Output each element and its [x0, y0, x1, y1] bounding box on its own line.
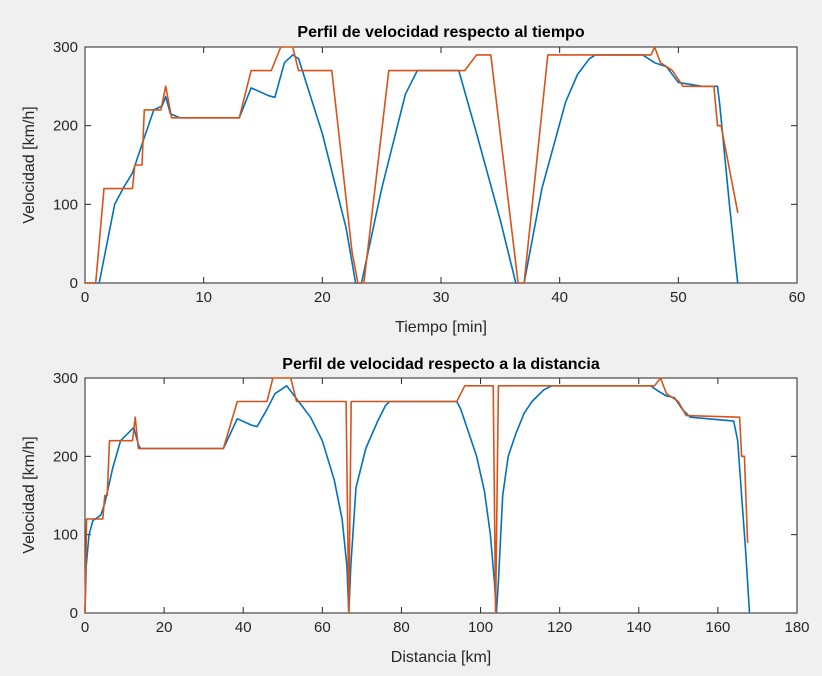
time-plot-ylabel: Velocidad [km/h]: [21, 106, 38, 223]
distance-plot-ticks: 0 20 40 60 80 100 120 140 160 180 0 100 200 300: [53, 370, 810, 636]
distance-plot-axes-box: [84, 377, 798, 614]
distance-plot-ytick-label: 300: [53, 370, 78, 387]
time-plot-xtick-label: 0: [81, 289, 89, 306]
time-plot-xlabel: Tiempo [min]: [395, 319, 487, 336]
time-plot-series-2-line: [84, 46, 739, 284]
distance-plot-ylabel: Velocidad [km/h]: [21, 436, 38, 553]
time-plot-ytick-label: 300: [53, 39, 78, 56]
distance-plot-series: [84, 377, 751, 614]
time-plot-xtick-label: 10: [195, 289, 212, 306]
distance-plot-xtick-label: 60: [314, 619, 331, 636]
distance-plot-xtick-label: 40: [235, 619, 252, 636]
time-plot-ytick-label: 0: [70, 275, 78, 292]
time-velocity-plot: Perfil de velocidad respecto al tiempo T…: [21, 24, 805, 336]
time-plot-xtick-label: 30: [433, 289, 450, 306]
distance-plot-ytick-label: 100: [53, 527, 78, 544]
time-plot-axes-box: [84, 46, 798, 284]
time-plot-ytick-label: 200: [53, 118, 78, 135]
time-plot-title: Perfil de velocidad respecto al tiempo: [297, 24, 584, 41]
distance-plot-ytick-label: 200: [53, 448, 78, 465]
distance-plot-series-2-line: [84, 377, 749, 614]
time-plot-series-1-line: [84, 54, 739, 284]
distance-plot-xtick-label: 140: [626, 619, 651, 636]
distance-velocity-plot: Perfil de velocidad respecto a la distan…: [21, 356, 810, 666]
distance-plot-xtick-label: 180: [784, 619, 809, 636]
distance-plot-xtick-label: 100: [468, 619, 493, 636]
time-plot-ytick-label: 100: [53, 196, 78, 213]
distance-plot-xlabel: Distancia [km]: [391, 649, 491, 666]
distance-plot-title: Perfil de velocidad respecto a la distan…: [282, 356, 600, 373]
distance-plot-xtick-label: 80: [393, 619, 410, 636]
time-plot-xtick-label: 20: [314, 289, 331, 306]
distance-plot-xtick-label: 20: [156, 619, 173, 636]
distance-plot-xtick-label: 160: [705, 619, 730, 636]
distance-plot-ytick-label: 0: [70, 605, 78, 622]
time-plot-xtick-label: 40: [551, 289, 568, 306]
time-plot-ticks: 0 10 20 30 40 50 60 0 100 200 300: [53, 39, 805, 306]
time-plot-xtick-label: 50: [670, 289, 687, 306]
distance-plot-xtick-label: 0: [81, 619, 89, 636]
time-plot-series: [84, 46, 739, 284]
distance-plot-xtick-label: 120: [547, 619, 572, 636]
time-plot-xtick-label: 60: [789, 289, 806, 306]
